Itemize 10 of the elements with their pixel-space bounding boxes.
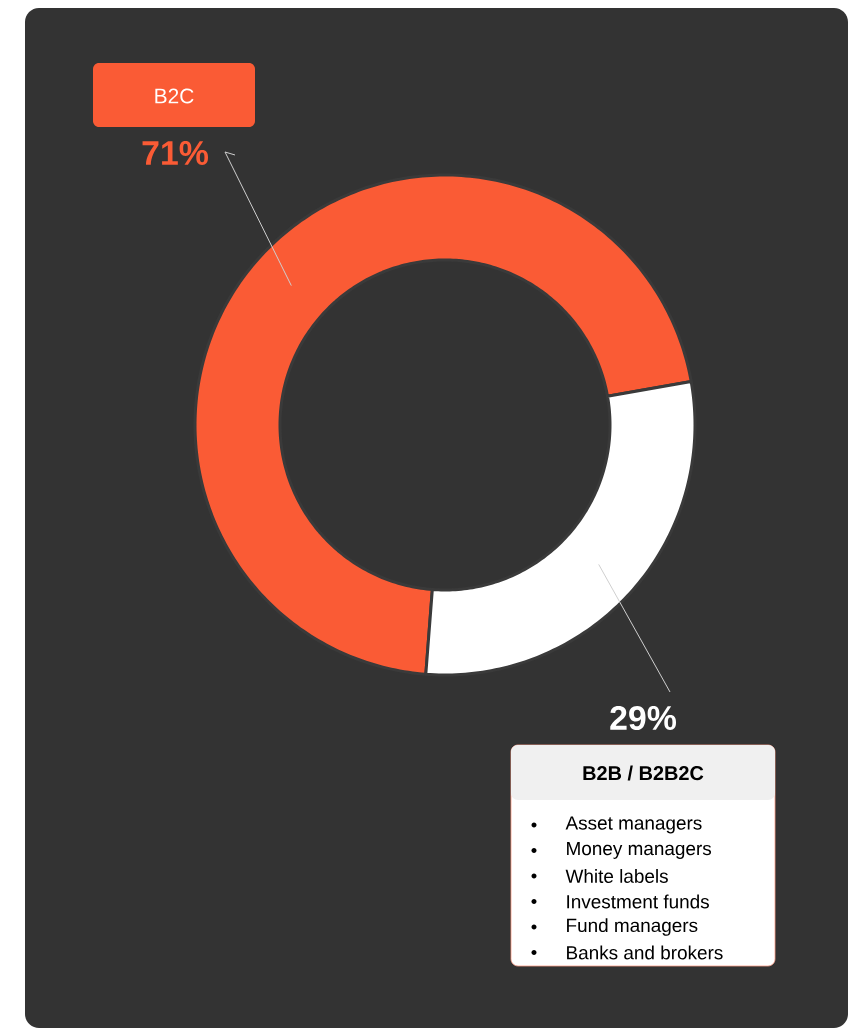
text: Banks and brokers	[567, 945, 723, 960]
slice-label: B2B / B2B2C	[583, 765, 704, 781]
text: Investment funds	[567, 894, 709, 909]
text: Money managers	[567, 842, 712, 859]
text: Fund managers	[567, 918, 698, 936]
data-label: 29%	[610, 706, 677, 730]
data-label: 71%	[142, 141, 209, 165]
slice-label: B2C	[155, 88, 194, 104]
text: White labels	[565, 869, 668, 883]
text: Asset managers	[565, 816, 702, 834]
